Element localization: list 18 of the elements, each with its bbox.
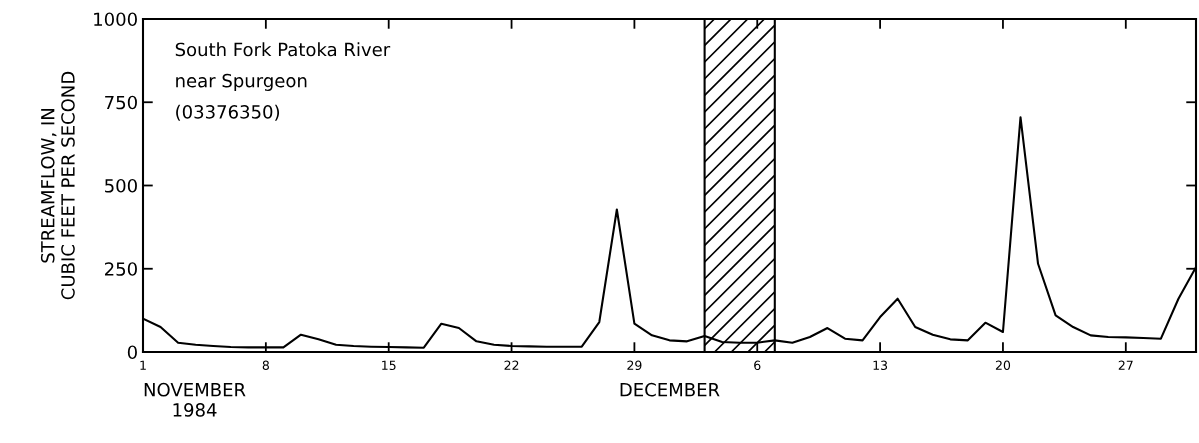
y-tick-label: 750 xyxy=(105,95,137,110)
annotation: South Fork Patoka River near Spurgeon (03376350) xyxy=(175,42,391,121)
x-tick-label: 6 xyxy=(754,360,761,371)
x-tick-label: 15 xyxy=(382,360,396,371)
x-tick-label: 20 xyxy=(995,360,1011,371)
x-tick-label: 8 xyxy=(262,360,269,371)
x-tick-label: 1 xyxy=(140,360,146,370)
y-tick-label: 0 xyxy=(127,345,137,360)
y-axis-title: STREAMFLOW, IN CUBIC FEET PER SECOND xyxy=(40,71,75,300)
x-tick-label: 27 xyxy=(1118,360,1133,370)
x-tick-label: 29 xyxy=(627,360,642,371)
x-tick-label: 13 xyxy=(873,360,888,371)
y-tick-label: 500 xyxy=(105,178,137,193)
x-tick-label: 22 xyxy=(504,360,519,370)
text: DECEMBER xyxy=(620,382,720,397)
y-tick-label: 250 xyxy=(105,262,137,276)
text: NOVEMBER 1984 xyxy=(144,382,246,417)
y-tick-label: 1000 xyxy=(94,12,137,27)
